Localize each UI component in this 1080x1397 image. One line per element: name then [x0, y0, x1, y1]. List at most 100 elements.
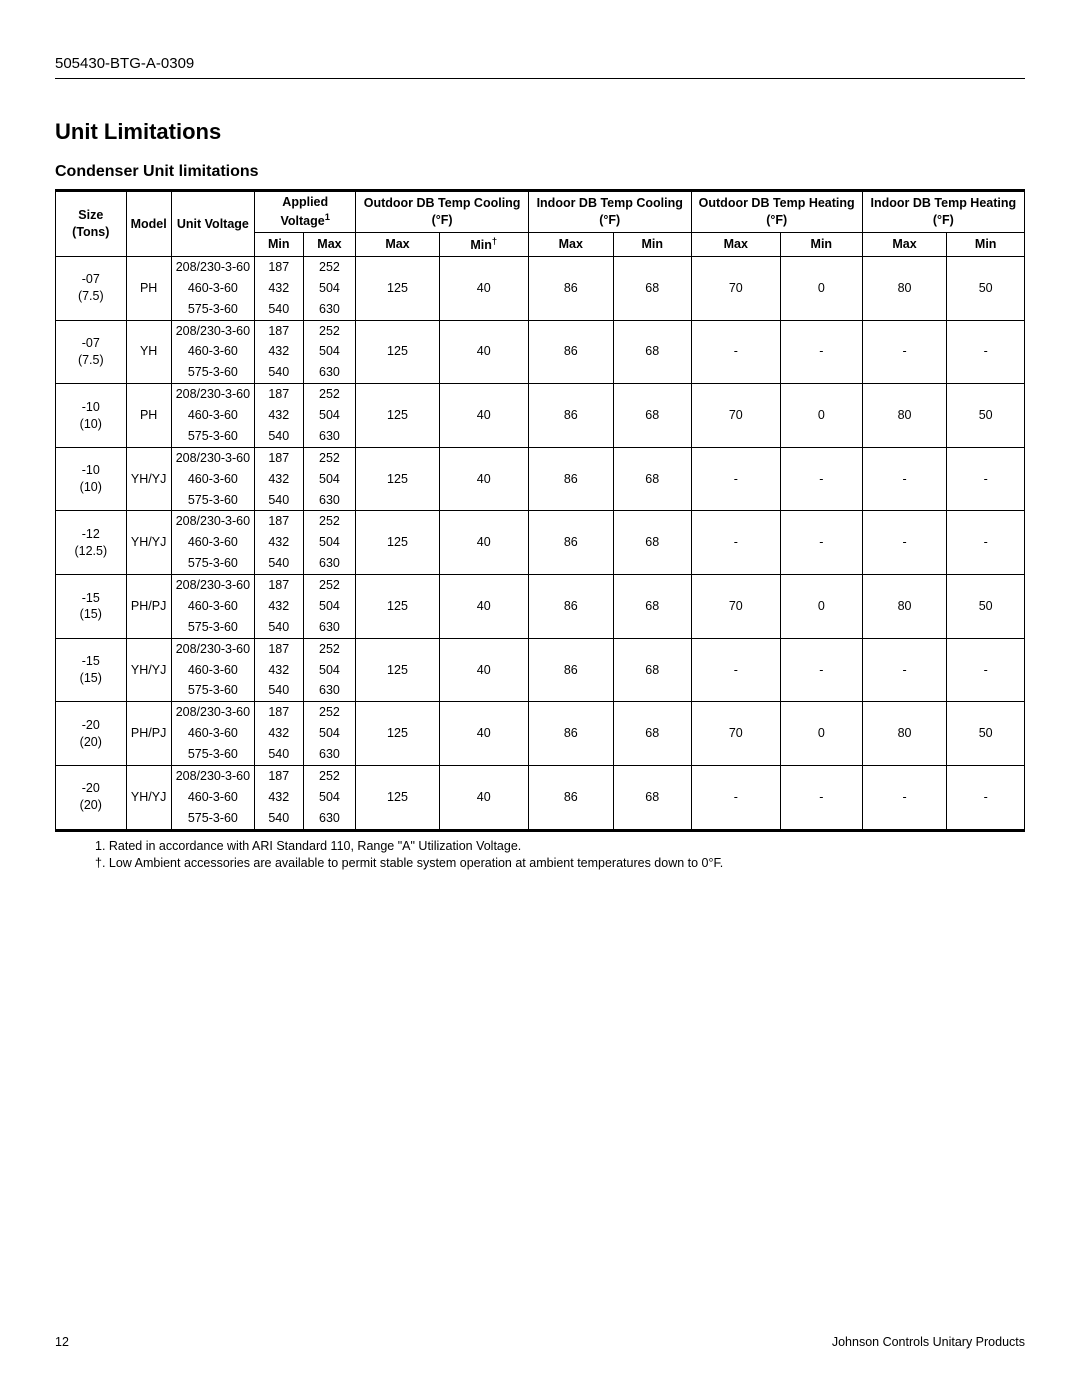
cell-unit-voltage: 208/230-3-60: [171, 511, 254, 532]
cell-unit-voltage: 575-3-60: [171, 553, 254, 574]
cell-av-min: 540: [255, 553, 303, 574]
cell-unit-voltage: 575-3-60: [171, 744, 254, 765]
cell-size: -07(7.5): [56, 320, 127, 384]
cell-odb-cool-min: 40: [439, 638, 528, 702]
col-odbc-min: Min†: [439, 232, 528, 256]
cell-av-min: 540: [255, 680, 303, 701]
cell-unit-voltage: 575-3-60: [171, 680, 254, 701]
cell-av-max: 630: [303, 680, 356, 701]
cell-model: PH: [126, 256, 171, 320]
cell-odb-cool-max: 125: [356, 765, 439, 830]
col-av-max: Max: [303, 232, 356, 256]
cell-odb-heat-min: 0: [780, 256, 862, 320]
cell-av-min: 432: [255, 660, 303, 681]
cell-odb-cool-max: 125: [356, 447, 439, 511]
cell-idb-cool-max: 86: [528, 575, 613, 639]
cell-model: YH: [126, 320, 171, 384]
cell-unit-voltage: 460-3-60: [171, 341, 254, 362]
cell-size: -07(7.5): [56, 256, 127, 320]
cell-av-min: 540: [255, 744, 303, 765]
cell-odb-heat-max: -: [691, 447, 780, 511]
cell-idb-heat-min: -: [947, 511, 1025, 575]
cell-unit-voltage: 575-3-60: [171, 362, 254, 383]
cell-av-min: 432: [255, 596, 303, 617]
cell-idb-cool-max: 86: [528, 702, 613, 766]
col-idbc-max: Max: [528, 232, 613, 256]
cell-av-max: 630: [303, 362, 356, 383]
cell-unit-voltage: 460-3-60: [171, 278, 254, 299]
cell-odb-heat-min: 0: [780, 384, 862, 448]
cell-idb-cool-max: 86: [528, 765, 613, 830]
cell-odb-heat-min: -: [780, 447, 862, 511]
cell-odb-cool-min: 40: [439, 447, 528, 511]
cell-odb-cool-max: 125: [356, 256, 439, 320]
cell-av-max: 252: [303, 575, 356, 596]
cell-idb-heat-max: -: [862, 511, 947, 575]
cell-av-max: 630: [303, 744, 356, 765]
cell-unit-voltage: 208/230-3-60: [171, 575, 254, 596]
col-applied-voltage-label: Applied Voltage: [281, 195, 329, 228]
cell-model: YH/YJ: [126, 447, 171, 511]
cell-idb-heat-min: -: [947, 320, 1025, 384]
cell-odb-cool-min: 40: [439, 702, 528, 766]
cell-odb-heat-min: -: [780, 765, 862, 830]
cell-idb-heat-min: -: [947, 765, 1025, 830]
cell-av-min: 540: [255, 362, 303, 383]
col-idbc-min: Min: [613, 232, 691, 256]
cell-av-max: 252: [303, 638, 356, 659]
cell-size: -20(20): [56, 702, 127, 766]
cell-unit-voltage: 460-3-60: [171, 532, 254, 553]
cell-idb-cool-max: 86: [528, 447, 613, 511]
cell-av-max: 504: [303, 660, 356, 681]
note-2: †. Low Ambient accessories are available…: [95, 855, 1025, 873]
cell-unit-voltage: 460-3-60: [171, 469, 254, 490]
sup-1: 1: [325, 212, 330, 222]
cell-av-min: 540: [255, 617, 303, 638]
cell-idb-heat-min: 50: [947, 384, 1025, 448]
cell-av-max: 252: [303, 702, 356, 723]
cell-av-max: 630: [303, 617, 356, 638]
cell-odb-cool-min: 40: [439, 320, 528, 384]
cell-idb-cool-min: 68: [613, 447, 691, 511]
cell-unit-voltage: 575-3-60: [171, 808, 254, 830]
cell-av-min: 187: [255, 765, 303, 786]
cell-model: PH/PJ: [126, 702, 171, 766]
cell-odb-cool-max: 125: [356, 384, 439, 448]
cell-odb-cool-min: 40: [439, 511, 528, 575]
cell-av-min: 187: [255, 511, 303, 532]
cell-unit-voltage: 208/230-3-60: [171, 638, 254, 659]
cell-idb-cool-min: 68: [613, 384, 691, 448]
cell-size: -10(10): [56, 384, 127, 448]
cell-odb-heat-min: -: [780, 511, 862, 575]
cell-idb-cool-min: 68: [613, 320, 691, 384]
cell-idb-heat-min: 50: [947, 256, 1025, 320]
cell-av-min: 540: [255, 299, 303, 320]
cell-unit-voltage: 460-3-60: [171, 787, 254, 808]
cell-odb-heat-max: 70: [691, 702, 780, 766]
cell-unit-voltage: 208/230-3-60: [171, 256, 254, 277]
cell-odb-cool-max: 125: [356, 638, 439, 702]
cell-idb-cool-max: 86: [528, 256, 613, 320]
cell-idb-heat-max: 80: [862, 384, 947, 448]
cell-odb-heat-min: 0: [780, 702, 862, 766]
col-odbc-max: Max: [356, 232, 439, 256]
table-title: Condenser Unit limitations: [55, 163, 1025, 181]
cell-av-min: 187: [255, 575, 303, 596]
cell-av-min: 187: [255, 320, 303, 341]
cell-av-min: 187: [255, 384, 303, 405]
cell-av-min: 187: [255, 638, 303, 659]
cell-odb-heat-max: 70: [691, 384, 780, 448]
cell-size: -10(10): [56, 447, 127, 511]
cell-idb-heat-max: -: [862, 447, 947, 511]
note-1: 1. Rated in accordance with ARI Standard…: [95, 838, 1025, 856]
cell-odb-heat-max: -: [691, 638, 780, 702]
cell-idb-heat-max: -: [862, 765, 947, 830]
cell-odb-cool-max: 125: [356, 320, 439, 384]
cell-size: -15(15): [56, 638, 127, 702]
cell-model: YH/YJ: [126, 765, 171, 830]
cell-idb-heat-max: -: [862, 638, 947, 702]
cell-idb-heat-max: -: [862, 320, 947, 384]
cell-odb-heat-max: 70: [691, 256, 780, 320]
col-size: Size (Tons): [56, 191, 127, 257]
cell-odb-heat-min: -: [780, 320, 862, 384]
